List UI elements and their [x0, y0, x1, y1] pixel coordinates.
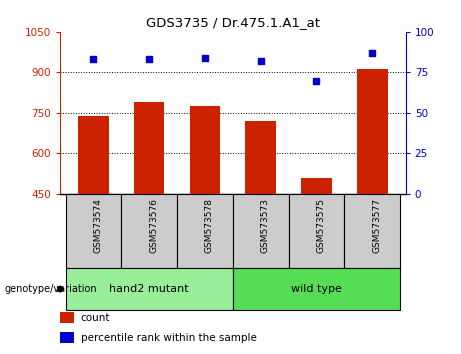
Bar: [177, 194, 233, 268]
Point: [368, 50, 376, 56]
Point: [313, 78, 320, 83]
Title: GDS3735 / Dr.475.1.A1_at: GDS3735 / Dr.475.1.A1_at: [146, 16, 320, 29]
Bar: [60, 332, 74, 343]
Bar: [344, 194, 400, 268]
Bar: [289, 194, 344, 268]
Text: GSM573574: GSM573574: [94, 198, 102, 253]
Text: percentile rank within the sample: percentile rank within the sample: [81, 333, 257, 343]
Bar: [78, 116, 109, 194]
Text: GSM573575: GSM573575: [316, 198, 325, 253]
Bar: [189, 106, 220, 194]
Text: wild type: wild type: [291, 284, 342, 294]
Bar: [65, 268, 233, 310]
Text: count: count: [81, 313, 110, 323]
Point: [90, 57, 97, 62]
Text: GSM573578: GSM573578: [205, 198, 214, 253]
Bar: [121, 194, 177, 268]
Bar: [134, 102, 165, 194]
Bar: [245, 121, 276, 194]
Bar: [233, 194, 289, 268]
Bar: [233, 268, 400, 310]
Text: GSM573577: GSM573577: [372, 198, 381, 253]
Bar: [60, 312, 74, 323]
Bar: [65, 194, 121, 268]
Bar: [357, 69, 388, 194]
Text: GSM573573: GSM573573: [260, 198, 270, 253]
Point: [257, 58, 264, 64]
Bar: [301, 178, 332, 194]
Text: GSM573576: GSM573576: [149, 198, 158, 253]
Text: hand2 mutant: hand2 mutant: [109, 284, 189, 294]
Point: [201, 55, 209, 61]
Point: [146, 57, 153, 62]
Text: genotype/variation: genotype/variation: [5, 284, 97, 294]
